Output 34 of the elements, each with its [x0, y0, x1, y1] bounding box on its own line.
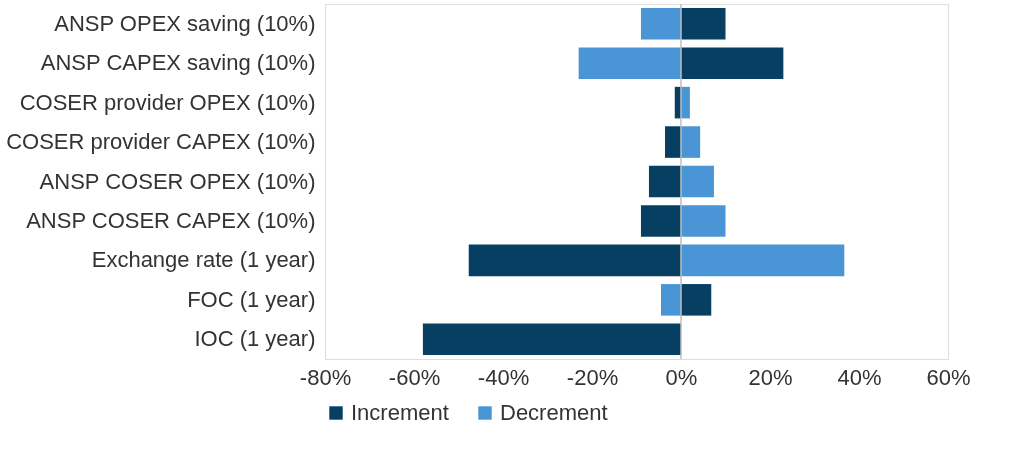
y-tick-label: ANSP CAPEX saving (10%)	[40, 50, 316, 76]
y-tick-label: IOC (1 year)	[194, 326, 316, 352]
bar	[681, 126, 701, 158]
y-tick-label: ANSP OPEX saving (10%)	[54, 10, 316, 36]
x-tick-label: 0%	[665, 364, 698, 390]
bar	[681, 47, 784, 79]
y-tick-label: COSER provider CAPEX (10%)	[6, 129, 316, 155]
legend-label: Decrement	[500, 400, 608, 425]
bar	[681, 7, 726, 40]
y-tick-label: COSER provider OPEX (10%)	[19, 89, 316, 115]
y-tick-label: FOC (1 year)	[187, 286, 316, 312]
bar	[660, 284, 681, 316]
y-tick-label: ANSP COSER CAPEX (10%)	[26, 207, 316, 233]
x-tick-label: 20%	[748, 364, 793, 390]
bar	[648, 165, 681, 198]
bar	[422, 323, 681, 356]
y-tick-label: Exchange rate (1 year)	[91, 247, 316, 273]
bar	[681, 165, 714, 198]
x-tick-label: -60%	[388, 364, 441, 390]
legend-label: Increment	[351, 400, 449, 425]
bar	[640, 7, 681, 40]
bar	[681, 205, 726, 237]
bar	[468, 244, 681, 277]
bar	[681, 244, 845, 277]
x-tick-label: -40%	[477, 364, 530, 390]
bar	[681, 284, 712, 316]
bar	[664, 126, 681, 158]
x-tick-label: -20%	[566, 364, 619, 390]
y-tick-label: ANSP COSER OPEX (10%)	[39, 168, 316, 194]
bar	[640, 205, 681, 237]
x-tick-label: -80%	[299, 364, 352, 390]
x-tick-label: 60%	[926, 364, 971, 390]
bar	[578, 47, 681, 79]
x-tick-label: 40%	[837, 364, 882, 390]
